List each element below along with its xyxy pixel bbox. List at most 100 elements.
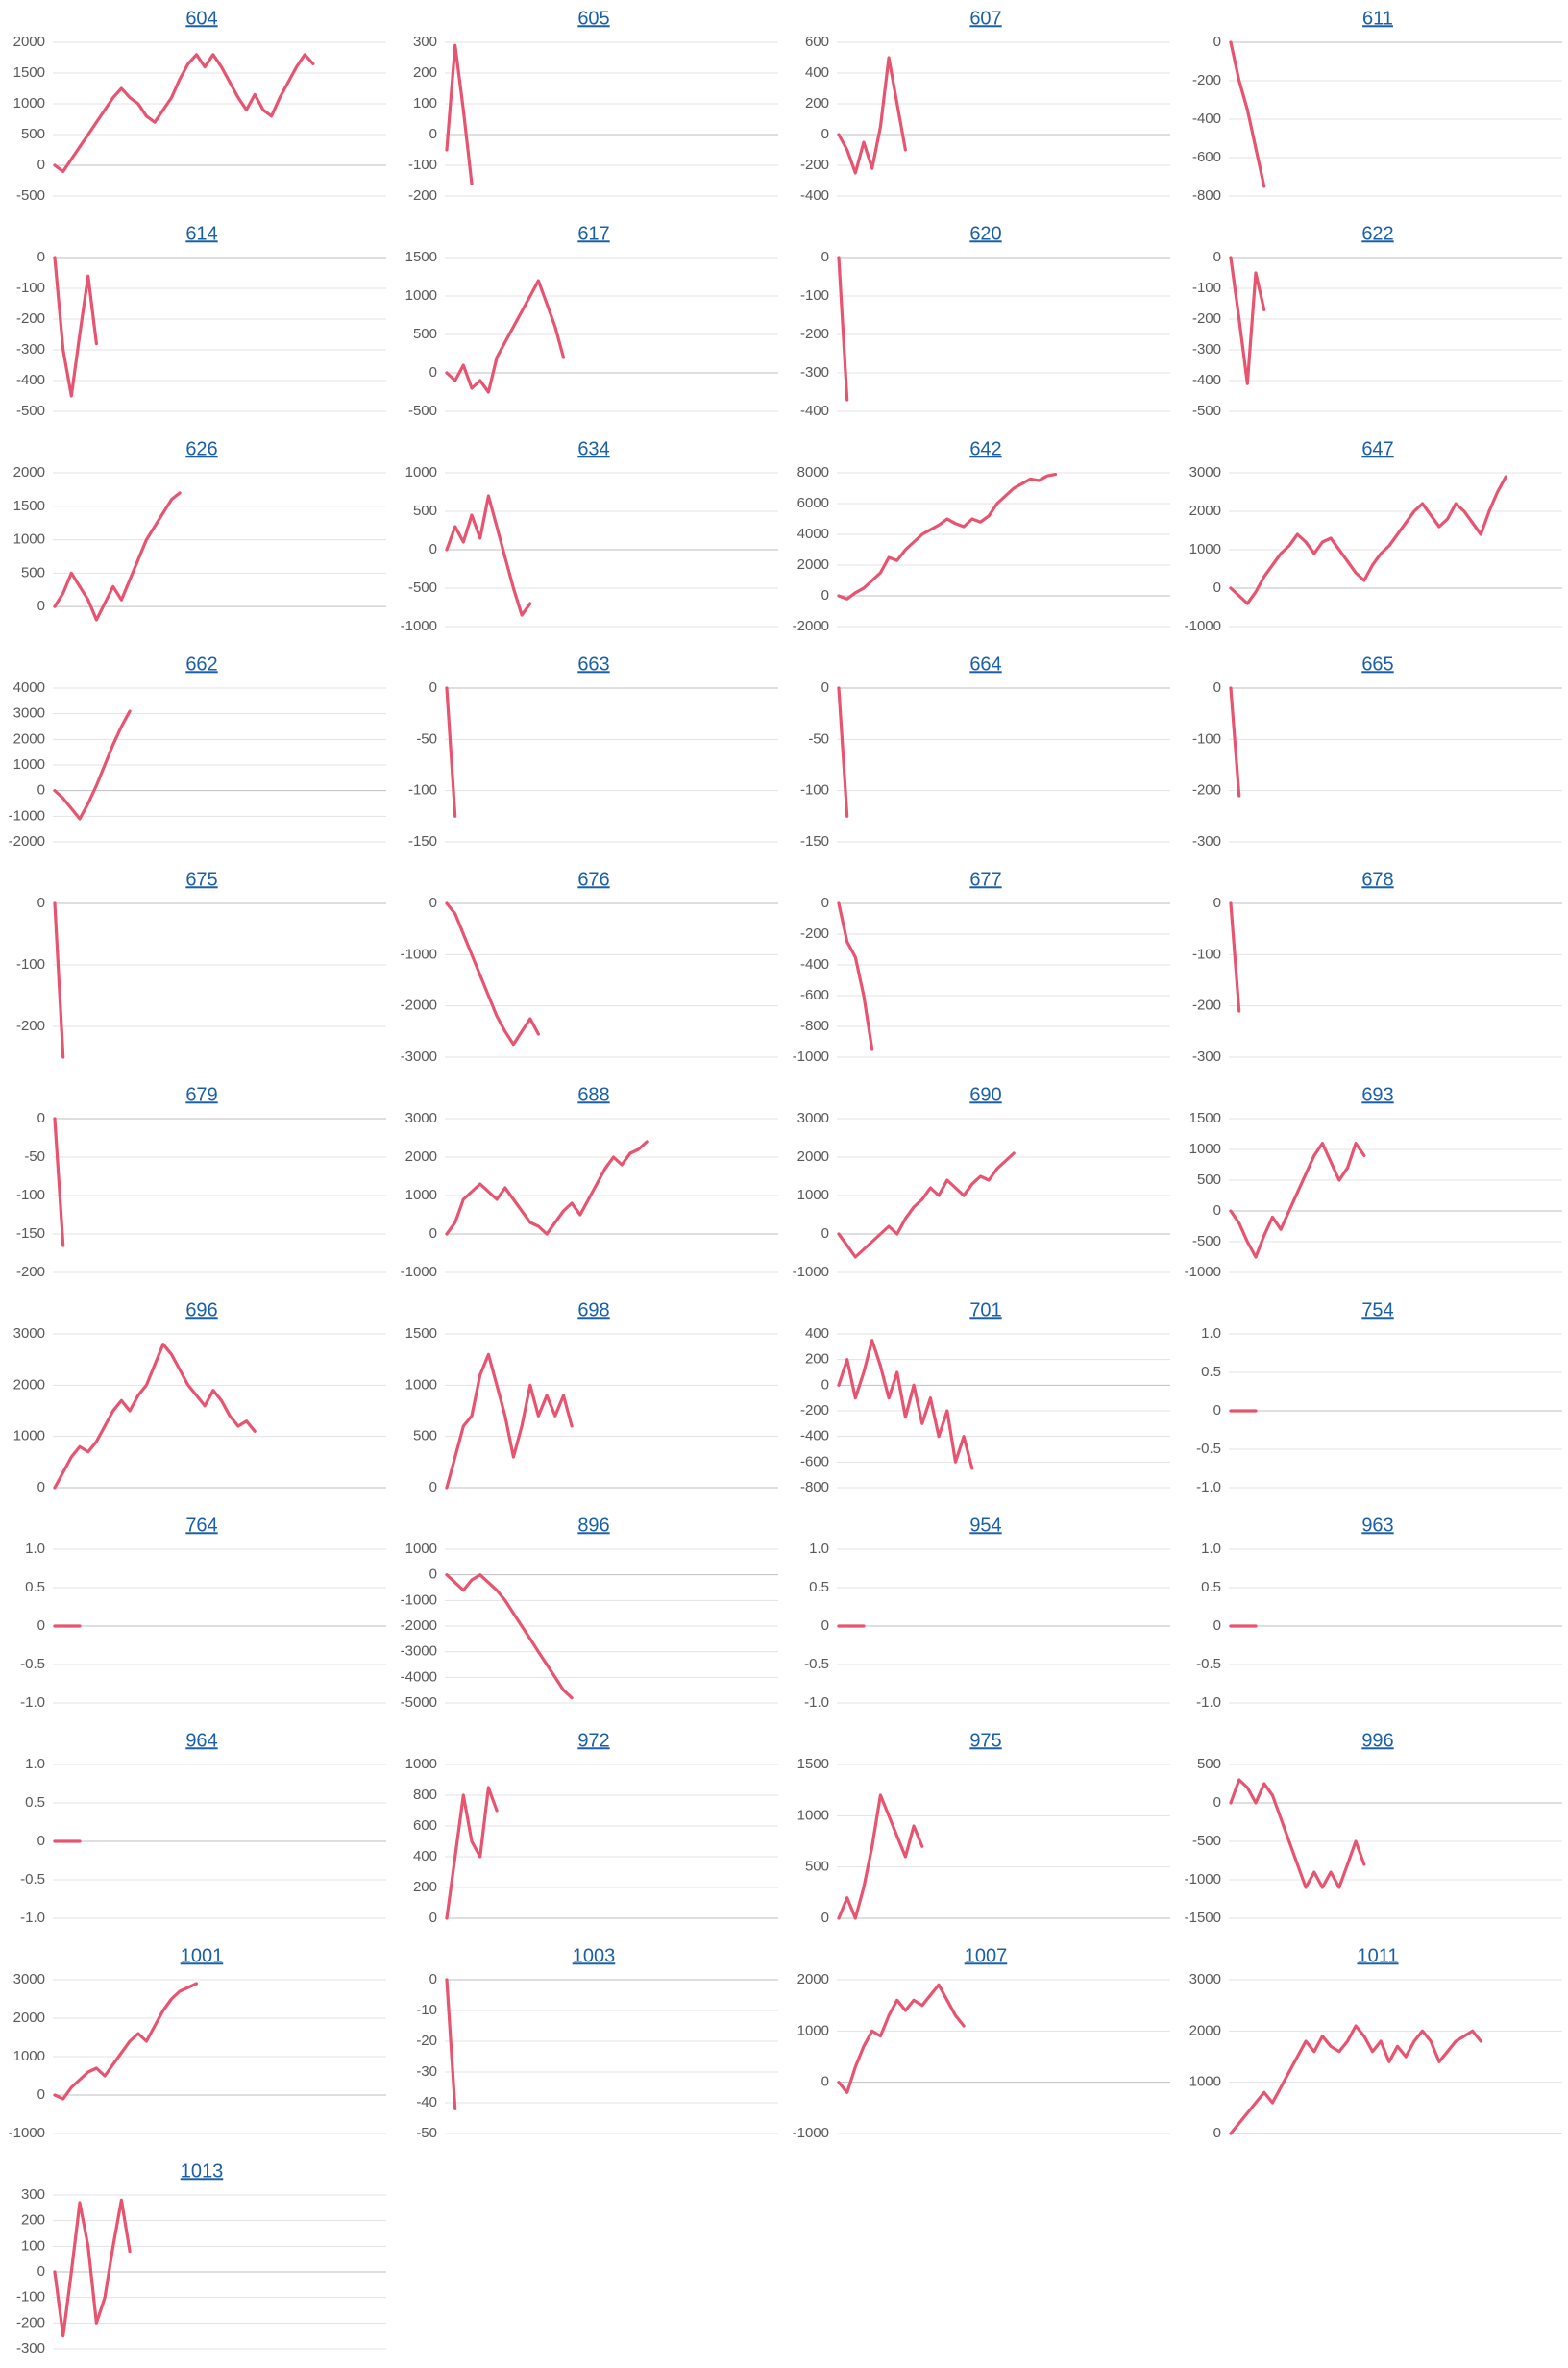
y-tick-label: 1.0 <box>25 1541 45 1557</box>
chart-title[interactable]: 972 <box>577 1730 609 1751</box>
y-tick-label: -2000 <box>401 1617 437 1634</box>
chart-title[interactable]: 690 <box>969 1084 1001 1105</box>
chart-title[interactable]: 688 <box>577 1084 609 1105</box>
chart-title[interactable]: 617 <box>577 223 609 244</box>
small-chart: 607 -400 -200 0 200 400 600 <box>800 8 1170 204</box>
y-tick-label: -1000 <box>1185 1264 1221 1280</box>
small-chart: 679 -200 -150 -100 -50 0 <box>16 1084 386 1280</box>
y-tick-label: 600 <box>413 1817 437 1834</box>
series-line <box>837 901 874 1051</box>
y-tick-label: -200 <box>800 925 829 942</box>
series-line <box>1229 40 1266 188</box>
small-chart: 611 -800 -600 -400 -200 0 <box>1192 8 1562 204</box>
chart-title[interactable]: 675 <box>185 869 217 890</box>
y-tick-label: 1500 <box>1189 1110 1221 1126</box>
y-tick-label: -500 <box>1192 403 1221 419</box>
chart-title[interactable]: 642 <box>969 438 1001 459</box>
small-chart: 634 -1000 -500 0 500 1000 <box>401 438 778 634</box>
chart-title[interactable]: 1003 <box>573 1945 616 1966</box>
y-tick-label: 0 <box>821 1225 829 1242</box>
chart-title[interactable]: 1013 <box>181 2160 224 2182</box>
y-tick-label: 0 <box>821 1617 829 1634</box>
chart-title[interactable]: 693 <box>1361 1084 1393 1105</box>
small-chart: 617 -500 0 500 1000 1500 <box>405 223 778 419</box>
chart-title[interactable]: 896 <box>577 1515 609 1536</box>
chart-title[interactable]: 677 <box>969 869 1001 890</box>
y-tick-label: -5000 <box>401 1694 437 1711</box>
chart-title[interactable]: 963 <box>1361 1515 1393 1536</box>
chart-title[interactable]: 620 <box>969 223 1001 244</box>
chart-title[interactable]: 678 <box>1361 869 1393 890</box>
series-line <box>445 901 540 1047</box>
small-chart: 664 -150 -100 -50 0 <box>800 654 1170 850</box>
y-tick-label: 0 <box>429 1479 437 1495</box>
series-line <box>445 279 566 394</box>
y-tick-label: -400 <box>1192 111 1221 127</box>
y-tick-label: 0 <box>821 587 829 604</box>
chart-title[interactable]: 698 <box>577 1299 609 1320</box>
y-tick-label: 0 <box>429 1225 437 1242</box>
y-tick-label: 0 <box>821 1376 829 1393</box>
small-chart: 972 0 200 400 600 800 1000 <box>405 1730 778 1926</box>
y-tick-label: -1000 <box>9 2125 45 2141</box>
chart-title[interactable]: 964 <box>185 1730 217 1751</box>
chart-title[interactable]: 996 <box>1361 1730 1393 1751</box>
series-line <box>837 1793 924 1920</box>
chart-title[interactable]: 701 <box>969 1299 1001 1320</box>
y-tick-label: -200 <box>1192 310 1221 327</box>
y-tick-label: 0 <box>429 541 437 557</box>
y-tick-label: -50 <box>416 2125 437 2141</box>
y-tick-label: -1.0 <box>20 1910 45 1926</box>
chart-title[interactable]: 647 <box>1361 438 1393 459</box>
y-tick-label: 1000 <box>1189 541 1221 557</box>
chart-title[interactable]: 676 <box>577 869 609 890</box>
series-line <box>1229 686 1241 798</box>
chart-title[interactable]: 604 <box>185 8 217 29</box>
chart-title[interactable]: 614 <box>185 223 217 244</box>
chart-title[interactable]: 634 <box>577 438 609 459</box>
chart-title[interactable]: 679 <box>185 1084 217 1105</box>
y-tick-label: -100 <box>408 782 437 799</box>
chart-title[interactable]: 664 <box>969 654 1001 675</box>
chart-title[interactable]: 607 <box>969 8 1001 29</box>
chart-title[interactable]: 622 <box>1361 223 1393 244</box>
chart-title[interactable]: 665 <box>1361 654 1393 675</box>
small-chart: 675 -200 -100 0 <box>16 869 386 1059</box>
chart-title[interactable]: 764 <box>185 1515 217 1536</box>
y-tick-label: -1000 <box>401 1591 437 1608</box>
y-tick-label: 500 <box>21 564 45 580</box>
y-tick-label: 1000 <box>405 1376 437 1393</box>
y-tick-label: -1000 <box>793 2125 829 2141</box>
chart-title[interactable]: 611 <box>1362 8 1393 29</box>
chart-title[interactable]: 663 <box>577 654 609 675</box>
y-tick-label: 0 <box>1213 249 1221 265</box>
chart-title[interactable]: 1001 <box>181 1945 224 1966</box>
chart-title[interactable]: 954 <box>969 1515 1001 1536</box>
small-chart: 614 -500 -400 -300 -200 -100 0 <box>16 223 386 419</box>
chart-title[interactable]: 626 <box>185 438 217 459</box>
chart-title[interactable]: 975 <box>969 1730 1001 1751</box>
y-tick-label: -200 <box>800 157 829 173</box>
chart-title[interactable]: 696 <box>185 1299 217 1320</box>
y-tick-label: 1.0 <box>25 1756 45 1772</box>
chart-title[interactable]: 1011 <box>1357 1945 1398 1966</box>
y-tick-label: 0.5 <box>809 1579 829 1595</box>
small-chart: 1001 -1000 0 1000 2000 3000 <box>9 1945 386 2141</box>
series-line <box>837 473 1058 601</box>
y-tick-label: -100 <box>1192 280 1221 296</box>
y-tick-label: 800 <box>413 1787 437 1803</box>
series-line <box>53 256 98 398</box>
small-chart: 1003 -50 -40 -30 -20 -10 0 <box>416 1945 778 2141</box>
small-chart: 754 -1.0 -0.5 0 0.5 1.0 <box>1196 1299 1562 1495</box>
chart-title[interactable]: 1007 <box>965 1945 1008 1966</box>
y-tick-label: 300 <box>21 2186 45 2203</box>
y-tick-label: 1500 <box>405 1325 437 1342</box>
chart-title[interactable]: 662 <box>185 654 217 675</box>
y-tick-label: 0.5 <box>25 1579 45 1595</box>
y-tick-label: -1000 <box>1185 1871 1221 1887</box>
chart-title[interactable]: 605 <box>577 8 609 29</box>
y-tick-label: 1000 <box>13 2048 45 2064</box>
chart-title[interactable]: 754 <box>1361 1299 1393 1320</box>
y-tick-label: 0 <box>429 1971 437 1987</box>
